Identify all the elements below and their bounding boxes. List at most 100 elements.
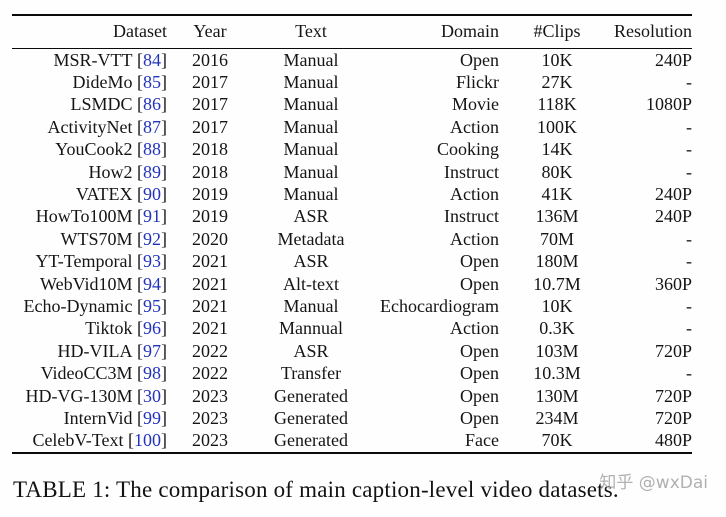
clips-cell: 136M <box>535 206 579 227</box>
citation-bracket-open: [ <box>137 363 143 384</box>
citation-bracket-open: [ <box>137 161 143 182</box>
citation-link[interactable]: 84 <box>143 49 161 70</box>
table-row: YouCook2 [88] 2018 Manual Cooking 14K - <box>12 138 692 160</box>
table-row: YT-Temporal [93] 2021 ASR Open 180M - <box>12 250 692 272</box>
citation-bracket-open: [ <box>137 139 143 160</box>
dataset-cell: Tiktok [96] <box>12 317 170 339</box>
dataset-name: WTS70M <box>60 228 133 249</box>
dataset-name: DideMo <box>72 71 133 92</box>
table-row: MSR-VTT [84] 2016 Manual Open 10K 240P <box>12 48 692 71</box>
citation-bracket-open: [ <box>137 385 143 406</box>
citation-link[interactable]: 87 <box>143 116 161 137</box>
citation-link[interactable]: 97 <box>143 340 161 361</box>
table-row: How2 [89] 2018 Manual Instruct 80K - <box>12 161 693 183</box>
table-row: LSMDC [86] 2017 Manual Movie 118K 1080P <box>12 93 692 115</box>
citation-link[interactable]: 30 <box>143 385 161 406</box>
citation-bracket-open: [ <box>137 318 143 339</box>
text-cell: Manual <box>283 71 339 92</box>
citation-bracket-open: [ <box>137 295 143 316</box>
domain-cell: Cooking <box>436 139 499 160</box>
citation-link[interactable]: 90 <box>143 183 161 204</box>
column-header-domain: Domain <box>372 15 502 49</box>
year-cell: 2022 <box>192 340 228 361</box>
dataset-cell: LSMDC [86] <box>12 93 170 115</box>
citation-link[interactable]: 85 <box>143 71 161 92</box>
citation-link[interactable]: 94 <box>143 273 161 294</box>
dataset-cell: YT-Temporal [93] <box>12 250 170 272</box>
citation-bracket-close: ] <box>161 251 167 272</box>
citation-bracket-close: ] <box>161 161 167 182</box>
dataset-name: HD-VG-130M <box>25 385 133 406</box>
citation-link[interactable]: 98 <box>143 363 161 384</box>
year-cell: 2018 <box>192 161 228 182</box>
citation-link[interactable]: 95 <box>143 295 161 316</box>
text-cell: Mannual <box>279 318 343 339</box>
resolution-cell: 720P <box>654 340 692 361</box>
resolution-cell: - <box>686 228 692 249</box>
resolution-cell: 720P <box>654 385 692 406</box>
citation-bracket-close: ] <box>161 228 167 249</box>
citation-bracket-open: [ <box>137 251 143 272</box>
citation-link[interactable]: 91 <box>143 206 161 227</box>
domain-cell: Open <box>460 251 499 272</box>
domain-cell: Open <box>460 273 499 294</box>
dataset-name: MSR-VTT <box>53 49 133 70</box>
datasets-table-container: Dataset Year Text Domain #Clips Resoluti… <box>12 14 692 454</box>
citation-bracket-close: ] <box>161 295 167 316</box>
year-cell: 2022 <box>192 363 228 384</box>
resolution-cell: - <box>686 318 692 339</box>
domain-cell: Movie <box>452 94 499 115</box>
citation-link[interactable]: 100 <box>134 430 161 451</box>
dataset-cell: HowTo100M [91] <box>12 205 170 227</box>
table-body: MSR-VTT [84] 2016 Manual Open 10K 240P D… <box>12 48 692 453</box>
clips-cell: 130M <box>535 385 579 406</box>
clips-cell: 41K <box>541 183 573 204</box>
text-cell: Alt-text <box>283 273 339 294</box>
citation-link[interactable]: 89 <box>143 161 161 182</box>
resolution-cell: 1080P <box>645 94 692 115</box>
dataset-cell: Echo-Dynamic [95] <box>12 295 170 317</box>
dataset-cell: WTS70M [92] <box>12 228 170 250</box>
dataset-name: How2 <box>88 161 133 182</box>
dataset-name: VATEX <box>75 183 133 204</box>
year-cell: 2018 <box>192 139 228 160</box>
dataset-cell: VideoCC3M [98] <box>12 362 170 384</box>
text-cell: Generated <box>274 408 348 428</box>
domain-cell: Echocardiogram <box>380 295 499 316</box>
clips-cell: 234M <box>535 408 579 428</box>
resolution-cell: 240P <box>654 49 692 70</box>
domain-cell: Instruct <box>444 206 499 227</box>
table-row: InternVid [99] 2023 Generated Open 234M … <box>12 407 692 429</box>
citation-link[interactable]: 88 <box>143 139 161 160</box>
text-cell: Manual <box>283 183 339 204</box>
year-cell: 2021 <box>192 295 228 316</box>
dataset-name: WebVid10M <box>40 273 133 294</box>
dataset-cell: How2 [89] <box>12 161 170 183</box>
clips-cell: 100K <box>537 116 577 137</box>
domain-cell: Action <box>450 183 499 204</box>
text-cell: Manual <box>283 139 339 160</box>
citation-link[interactable]: 92 <box>143 228 161 249</box>
column-header-dataset: Dataset <box>12 15 170 49</box>
text-cell: Manual <box>283 49 339 70</box>
citation-link[interactable]: 86 <box>143 94 161 115</box>
resolution-cell: - <box>686 363 692 384</box>
citation-bracket-open: [ <box>137 340 143 361</box>
year-cell: 2017 <box>192 71 228 92</box>
text-cell: ASR <box>293 206 329 227</box>
resolution-cell: - <box>686 116 692 137</box>
text-cell: Manual <box>283 161 339 182</box>
table-row: HowTo100M [91] 2019 ASR Instruct 136M 24… <box>12 205 692 227</box>
domain-cell: Flickr <box>456 71 499 92</box>
citation-link[interactable]: 93 <box>143 251 161 272</box>
table-row: CelebV-Text [100] 2023 Generated Face 70… <box>12 429 692 452</box>
year-cell: 2023 <box>192 408 228 428</box>
citation-link[interactable]: 99 <box>143 408 161 428</box>
clips-cell: 10K <box>541 49 573 70</box>
citation-link[interactable]: 96 <box>143 318 161 339</box>
resolution-cell: 360P <box>654 273 692 294</box>
column-header-resolution: Resolution <box>612 15 692 49</box>
table-row: WebVid10M [94] 2021 Alt-text Open 10.7M … <box>12 273 692 295</box>
dataset-name: Tiktok <box>85 318 133 339</box>
